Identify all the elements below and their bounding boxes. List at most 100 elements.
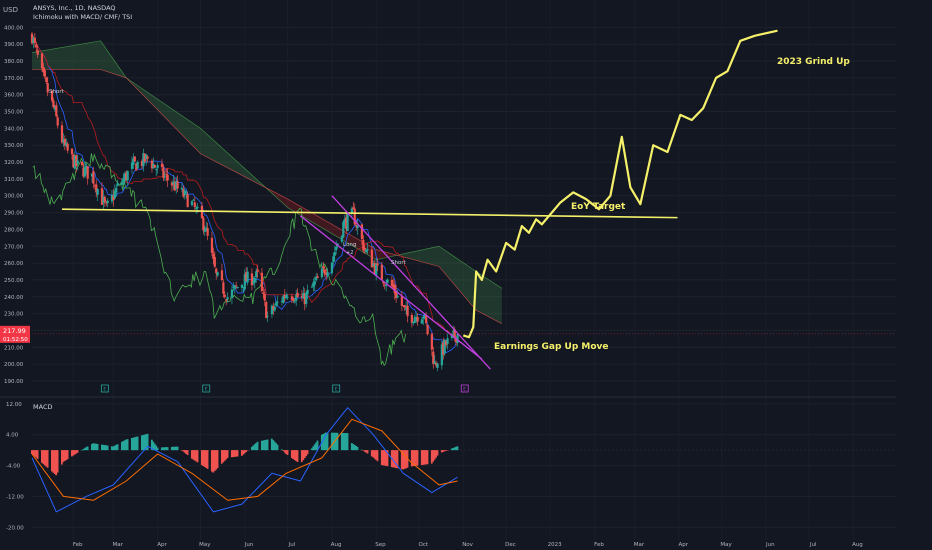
macd-histogram-bar bbox=[383, 450, 386, 466]
earnings-marker-label: E bbox=[463, 387, 466, 393]
macd-histogram-bar bbox=[106, 445, 109, 451]
candle-body bbox=[112, 195, 115, 201]
macd-histogram-bar bbox=[405, 450, 407, 469]
candle-body bbox=[305, 292, 308, 304]
candle-body bbox=[366, 249, 369, 251]
macd-histogram-bar bbox=[240, 450, 243, 456]
macd-histogram-bar bbox=[373, 450, 376, 459]
macd-histogram-bar bbox=[140, 435, 143, 451]
price-tick: 330.00 bbox=[4, 143, 24, 149]
drawings[interactable] bbox=[32, 29, 896, 370]
candle-body bbox=[363, 247, 366, 251]
price-tick: 290.00 bbox=[4, 211, 24, 217]
macd-histogram-bar bbox=[315, 442, 317, 451]
macd-histogram-bar bbox=[365, 450, 367, 453]
candle-body bbox=[73, 155, 76, 169]
candle-body bbox=[385, 284, 388, 287]
macd-histogram-bar bbox=[136, 436, 139, 451]
macd-histogram-bar bbox=[336, 432, 339, 451]
macd-histogram-bar bbox=[250, 446, 253, 451]
candle-body bbox=[380, 264, 383, 280]
candle-body bbox=[302, 293, 305, 299]
candle-body bbox=[96, 189, 99, 195]
macd-histogram-bar bbox=[225, 450, 228, 460]
candle-body bbox=[370, 249, 373, 268]
candle-body bbox=[390, 279, 393, 287]
candle-body bbox=[280, 301, 284, 303]
macd-histogram-bar bbox=[353, 444, 356, 451]
macd-axis[interactable]: 12.00 4.00 -4.00 -12.00 -20.00 bbox=[6, 402, 24, 531]
candle-body bbox=[50, 90, 54, 101]
time-tick: Aug bbox=[331, 542, 342, 548]
macd-histogram-bar bbox=[352, 444, 355, 451]
candle-body bbox=[310, 286, 314, 288]
span-b-line bbox=[32, 69, 503, 325]
macd-histogram-bar bbox=[366, 450, 369, 454]
candle-body bbox=[195, 207, 198, 209]
projected-path bbox=[462, 29, 778, 339]
candle-body bbox=[233, 285, 236, 289]
macd-label[interactable]: MACD bbox=[33, 403, 52, 411]
macd-histogram-bar bbox=[305, 450, 307, 457]
candle-body bbox=[262, 292, 265, 295]
macd-histogram-bar bbox=[66, 450, 69, 460]
macd-histogram-bar bbox=[286, 450, 289, 456]
candle-body bbox=[326, 272, 329, 276]
candle-body bbox=[126, 170, 129, 181]
time-axis[interactable]: Feb Mar Apr May Jun Jul Aug Sep Oct Nov Dec 2023 Feb… bbox=[73, 542, 863, 548]
candle-body bbox=[220, 270, 224, 280]
candle-body bbox=[352, 207, 355, 210]
candle-body bbox=[105, 202, 108, 204]
macd-histogram-bar bbox=[243, 450, 246, 454]
candle-body bbox=[192, 199, 195, 201]
candle-body bbox=[83, 167, 86, 177]
macd-histogram-bar bbox=[403, 450, 406, 469]
candle-body bbox=[213, 256, 216, 267]
candle-body bbox=[283, 295, 286, 298]
macd-histogram-bar bbox=[402, 450, 405, 470]
time-tick: Feb bbox=[594, 542, 604, 548]
macd-histogram-bar bbox=[395, 450, 397, 468]
candle-body bbox=[45, 77, 48, 83]
macd-histogram-bar bbox=[372, 450, 375, 458]
macd-histogram-bar bbox=[335, 432, 337, 451]
candlestick-series[interactable] bbox=[30, 31, 459, 372]
candle-body bbox=[70, 148, 74, 155]
candle-body bbox=[135, 163, 138, 171]
time-tick: Mar bbox=[112, 542, 123, 548]
price-tick: 360.00 bbox=[4, 93, 24, 99]
macd-histogram-bar bbox=[103, 445, 106, 451]
macd-histogram-bar bbox=[295, 450, 297, 462]
macd-histogram-bar bbox=[96, 443, 99, 451]
candle-body bbox=[373, 262, 376, 274]
candle-body bbox=[63, 138, 66, 146]
candle-body bbox=[102, 196, 105, 203]
macd-histogram-bar bbox=[355, 445, 357, 451]
candle-body bbox=[396, 295, 399, 298]
candle-body bbox=[215, 268, 218, 274]
cloud-bullish bbox=[32, 40, 265, 188]
candle-body bbox=[323, 269, 326, 275]
grind-up-label: 2023 Grind Up bbox=[777, 57, 850, 67]
indicators-legend[interactable]: Ichimoku with MACD/ CMF/ TSI bbox=[33, 13, 132, 21]
candle-body bbox=[232, 287, 235, 288]
macd-histogram-bar bbox=[396, 450, 399, 469]
short-signal-label-2: Short bbox=[391, 260, 407, 266]
symbol-legend[interactable]: ANSYS, Inc., 1D, NASDAQ bbox=[33, 4, 116, 12]
signal-line bbox=[31, 418, 458, 501]
candle-body bbox=[306, 289, 309, 295]
candle-body bbox=[403, 305, 406, 308]
candle-body bbox=[235, 285, 238, 287]
price-tick: 390.00 bbox=[4, 42, 24, 48]
candle-body bbox=[242, 287, 245, 288]
macd-histogram-bar bbox=[143, 434, 146, 451]
long-signal-label: Long bbox=[343, 242, 356, 248]
candle-body bbox=[140, 160, 144, 166]
macd-histogram-bar bbox=[176, 446, 179, 451]
macd-histogram-bar bbox=[93, 443, 96, 451]
price-tick: 340.00 bbox=[4, 126, 24, 132]
candle-body bbox=[286, 296, 289, 298]
macd-histogram-bar bbox=[303, 450, 306, 459]
